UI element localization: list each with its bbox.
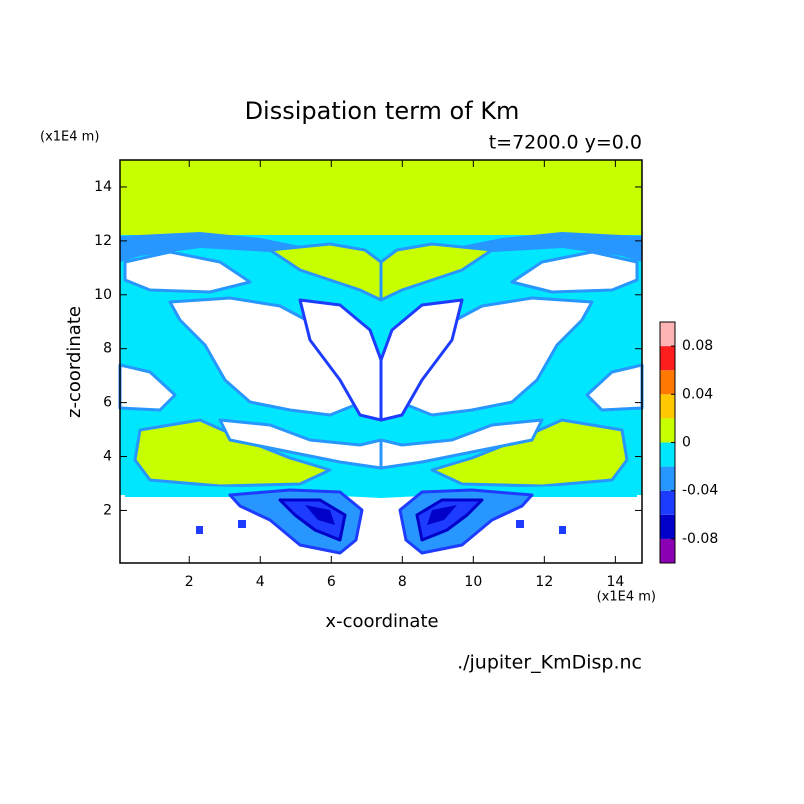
y-tick-label: 4	[103, 449, 112, 465]
colorbar-tick-label: 0.08	[682, 338, 713, 354]
colorbar-segment	[660, 394, 675, 419]
plot-frame	[119, 159, 643, 564]
x-unit: (x1E4 m)	[597, 590, 656, 605]
contour-region	[510, 250, 639, 294]
contour-region	[120, 495, 642, 563]
contour-region	[133, 418, 332, 488]
x-tick-label: 14	[606, 574, 624, 590]
contour-region	[120, 160, 642, 235]
colorbar-segment	[660, 514, 675, 539]
contour-field	[118, 160, 644, 563]
colorbar-segment	[660, 370, 675, 395]
contour-region	[430, 418, 629, 488]
x-tick-label: 8	[398, 574, 407, 590]
x-tick-label: 12	[535, 574, 553, 590]
colorbar-segment	[660, 418, 675, 443]
colorbar-tick-label: 0	[682, 435, 691, 451]
y-tick-label: 14	[94, 179, 112, 195]
y-tick-label: 12	[94, 233, 112, 249]
colorbar-segment	[660, 466, 675, 491]
y-axis-label: z-coordinate	[64, 306, 85, 418]
contour-region	[196, 526, 203, 534]
contour-region	[120, 232, 300, 262]
x-tick-label: 10	[464, 574, 482, 590]
x-tick-label: 6	[327, 574, 336, 590]
contour-region	[379, 418, 544, 470]
x-tick-label: 2	[185, 574, 194, 590]
contour-region	[559, 526, 566, 534]
x-axis-label: x-coordinate	[325, 611, 438, 632]
y-tick-label: 2	[103, 502, 112, 518]
source-file: ./jupiter_KmDisp.nc	[457, 652, 642, 674]
colorbar-tick-label: -0.04	[682, 483, 718, 499]
chart-title: Dissipation term of Km	[245, 97, 520, 125]
contour-region	[379, 298, 464, 422]
subtitle: t=7200.0 y=0.0	[489, 132, 642, 154]
y-tick-label: 10	[94, 287, 112, 303]
contour-region	[238, 520, 246, 528]
y-tick-label: 8	[103, 341, 112, 357]
colorbar-segment	[660, 538, 675, 563]
y-unit: (x1E4 m)	[40, 130, 99, 145]
colorbar-segment	[660, 490, 675, 515]
contour-region	[305, 505, 335, 525]
colorbar-tick-label: 0.04	[682, 386, 713, 402]
contour-region	[123, 250, 252, 294]
contour-region	[516, 520, 524, 528]
colorbar-segment	[660, 322, 675, 347]
y-tick-label: 6	[103, 395, 112, 411]
contour-region	[427, 505, 457, 525]
colorbar-segment	[660, 346, 675, 371]
colorbar-segment	[660, 442, 675, 467]
contour-region	[462, 232, 642, 262]
x-tick-label: 4	[256, 574, 265, 590]
colorbar-tick-label: -0.08	[682, 531, 718, 547]
contour-region	[379, 242, 494, 302]
